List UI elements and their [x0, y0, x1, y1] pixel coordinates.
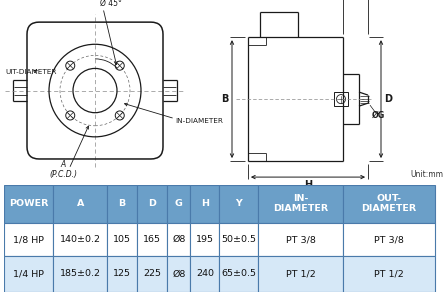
Bar [137, 185, 167, 223]
Text: B: B [220, 94, 228, 104]
Text: Y: Y [235, 199, 242, 208]
Bar [258, 256, 343, 292]
Bar [258, 223, 343, 256]
Text: 185±0.2: 185±0.2 [60, 269, 101, 278]
Text: D: D [384, 94, 392, 104]
Text: PT 1/2: PT 1/2 [374, 269, 404, 278]
Text: PT 1/2: PT 1/2 [286, 269, 315, 278]
Text: B: B [119, 199, 126, 208]
Text: H: H [304, 180, 312, 190]
Text: 125: 125 [113, 269, 131, 278]
Text: 165: 165 [143, 235, 161, 244]
Text: ØG: ØG [372, 111, 385, 120]
Text: UIT-DIAMETER: UIT-DIAMETER [5, 69, 56, 75]
Text: H: H [201, 199, 209, 208]
Bar [190, 256, 219, 292]
Text: PT 3/8: PT 3/8 [374, 235, 404, 244]
Bar [107, 185, 137, 223]
Bar [167, 256, 190, 292]
Bar [137, 256, 167, 292]
Text: Ø8: Ø8 [172, 269, 185, 278]
Bar [4, 223, 53, 256]
Text: 225: 225 [143, 269, 161, 278]
Bar [219, 185, 258, 223]
Bar [53, 185, 107, 223]
Bar [53, 256, 107, 292]
Bar [4, 256, 53, 292]
Text: Unit:mm: Unit:mm [410, 170, 443, 179]
Text: A
(P.C.D.): A (P.C.D.) [49, 160, 77, 179]
Text: A: A [77, 199, 84, 208]
Bar [107, 256, 137, 292]
Text: OUT-
DIAMETER: OUT- DIAMETER [361, 195, 417, 213]
Text: 65±0.5: 65±0.5 [221, 269, 256, 278]
Text: D: D [148, 199, 156, 208]
Text: 195: 195 [196, 235, 214, 244]
Bar [219, 223, 258, 256]
Text: Ø8: Ø8 [172, 235, 185, 244]
Bar [219, 256, 258, 292]
Bar [190, 223, 219, 256]
Text: 50±0.5: 50±0.5 [221, 235, 256, 244]
Bar [167, 185, 190, 223]
Bar [343, 256, 435, 292]
Text: POWER: POWER [9, 199, 48, 208]
Text: Ø 45°: Ø 45° [100, 0, 122, 8]
Text: 240: 240 [196, 269, 214, 278]
Bar [137, 223, 167, 256]
Text: 1/4 HP: 1/4 HP [13, 269, 44, 278]
Text: 1/8 HP: 1/8 HP [13, 235, 44, 244]
Bar [343, 185, 435, 223]
Bar [343, 223, 435, 256]
Bar [190, 185, 219, 223]
Bar [107, 223, 137, 256]
Text: G: G [175, 199, 183, 208]
Text: 105: 105 [113, 235, 131, 244]
Text: PT 3/8: PT 3/8 [285, 235, 315, 244]
Bar [167, 223, 190, 256]
Text: IN-
DIAMETER: IN- DIAMETER [273, 195, 328, 213]
Text: 140±0.2: 140±0.2 [60, 235, 101, 244]
Bar [4, 185, 53, 223]
Bar [53, 223, 107, 256]
Bar [258, 185, 343, 223]
Text: IN-DIAMETER: IN-DIAMETER [175, 118, 223, 124]
